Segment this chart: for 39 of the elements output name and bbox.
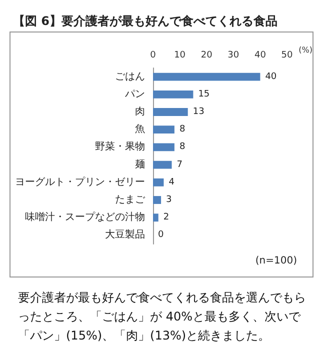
data-label: 15: [198, 89, 210, 100]
data-label: 7: [176, 160, 182, 170]
bar: [153, 178, 164, 186]
text: 要介護者が最も好んで食べてくれる食品を選んでもらったところ、「ごはん」が 40%と最も多く、次いで「パン」(15%)、「肉」(13%)と続きました。: [18, 290, 306, 342]
x-tick-label: 30: [228, 50, 240, 60]
y-tick-label: 野菜・果物: [95, 140, 145, 153]
bar: [153, 214, 158, 222]
x-tick-label: 0: [150, 50, 156, 60]
x-axis-title: (%): [298, 46, 312, 54]
y-tick-label: ヨーグルト・プリン・ゼリー: [15, 176, 145, 188]
y-tick-label: たまご: [115, 194, 146, 206]
bar: [153, 108, 188, 116]
y-tick-label: パン: [124, 88, 145, 100]
x-tick-label: 40: [254, 50, 266, 60]
data-label: 13: [192, 107, 204, 117]
y-tick-label: 味噌汁・スープなどの汁物: [25, 211, 145, 224]
data-label: 4: [168, 177, 175, 188]
bar: [153, 143, 174, 152]
data-label: 8: [179, 124, 186, 135]
data-label: 8: [179, 142, 186, 152]
bar: [153, 196, 162, 204]
y-tick-label: 麺: [135, 158, 145, 170]
data-label: 40: [265, 72, 277, 82]
text: (n=100): [255, 256, 298, 266]
y-tick-label: 魚: [135, 123, 145, 136]
chart-title: 【図 6】要介護者が最も好んで食べてくれる食品: [13, 14, 278, 28]
data-label: 2: [163, 212, 170, 223]
bar: [153, 72, 260, 81]
data-label: 0: [158, 230, 164, 240]
data-label: 3: [166, 195, 172, 205]
bar: [153, 90, 194, 98]
bar: [153, 126, 174, 134]
x-tick-label: 50: [281, 50, 293, 60]
y-tick-label: 肉: [135, 106, 145, 118]
y-tick-label: ごはん: [115, 71, 145, 82]
x-tick-label: 20: [200, 50, 213, 60]
y-tick-label: 大豆製品: [105, 228, 145, 241]
x-tick-label: 10: [174, 50, 186, 60]
bar: [153, 160, 172, 169]
